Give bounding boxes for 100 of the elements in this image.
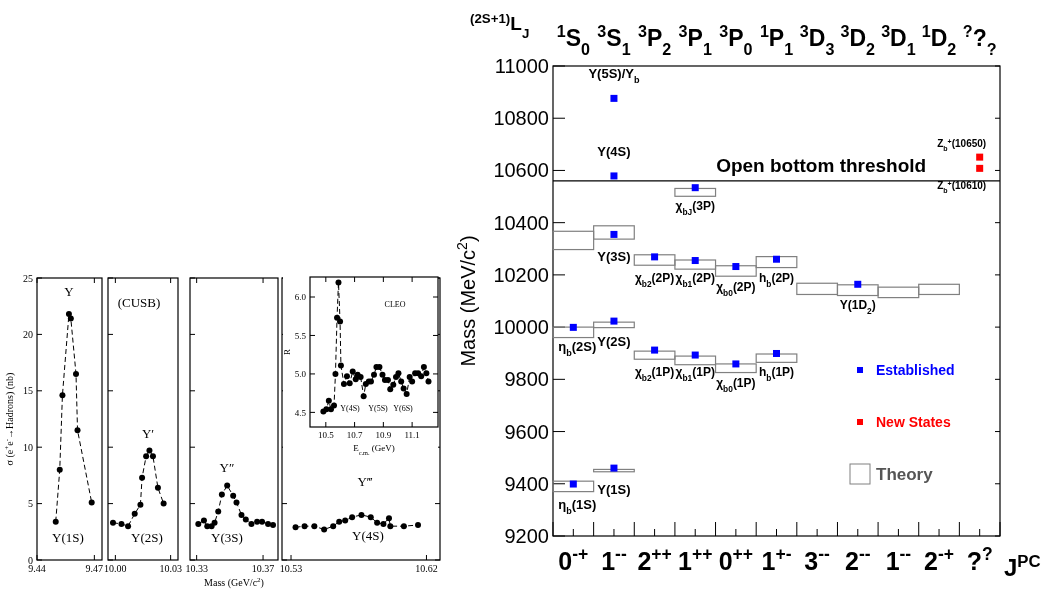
x-tick-label: 10.7 [346,430,363,440]
point [131,510,138,517]
annotation: χ$_{b2}$(2P) [634,271,675,290]
x-tick-label: 2$^{-+}$ [924,544,955,575]
point [74,427,81,434]
point [139,474,146,481]
x-tick-label: 1$^{--}$ [601,544,627,575]
point [403,390,410,397]
point [248,520,255,527]
point [400,523,407,530]
y-tick-label: 10400 [493,211,549,234]
point [423,370,430,377]
point [346,380,353,387]
y-axis-title: R [282,348,292,356]
annotation: h$_{b}$(2P) [758,271,795,290]
annotation: Υ″ [219,460,235,475]
point [340,380,347,387]
ref-line-label: Open bottom threshold [716,154,927,176]
x-tick-label: 2$^{++}$ [637,544,672,575]
annotation: χ$_{b0}$(2P) [716,279,756,298]
point [337,362,344,369]
point [400,385,407,392]
annotation: χ$_{bJ}$(3P) [675,198,715,217]
annotation: Υ(4S) [340,404,361,413]
point [59,392,66,399]
point [367,514,374,521]
point [349,368,356,375]
point [325,397,332,404]
point [331,402,338,409]
bar [674,187,717,197]
point [230,492,237,499]
annotation: χ$_{b1}$(1P) [675,365,715,384]
point [73,370,79,377]
point [254,518,261,525]
point [65,311,72,318]
x-tick-label: 9.47 [85,563,104,574]
point [242,516,249,523]
x-tick-label: 1$^{--}$ [885,544,912,575]
point [125,523,132,530]
point [56,466,63,473]
point [149,453,156,460]
annotation: Υ(1S) [597,481,631,497]
point [380,520,387,527]
x-axis-title: Mass (GeV/c$^{2}$) [204,576,264,589]
x-tick-label: 3$^{--}$ [804,544,831,575]
x-axis-title: J$^{PC}$ [1004,551,1041,581]
x-tick-label: 10.03 [159,563,182,574]
x-tick-label: 10.00 [104,563,127,574]
annotation: Υ(3S) [211,530,243,545]
annotation: η$_{b}$(1S) [558,496,597,516]
point [270,522,277,529]
x-tick-label: 10.33 [185,563,208,574]
annotation: Z$_{b}$$^{+}$(10650) [937,137,987,152]
x-tick-label: 10.37 [251,563,275,574]
point [88,499,95,506]
text: $^{1}$D$_{2}$ [921,22,957,58]
x-tick-label: 1$^{++}$ [678,544,713,575]
point [265,520,272,527]
point [349,514,356,521]
point [118,520,125,527]
text: $^{1}$P$_{1}$ [759,22,794,58]
point [415,522,422,529]
annotation: Υ(5S) [368,404,389,413]
annotation: Υ(5S)/Y$_{b}$ [588,65,640,85]
y-tick-label: 25 [23,272,33,284]
point [343,373,350,380]
point [425,378,432,385]
point [387,523,394,530]
y-tick-label: 0 [28,554,33,566]
y-tick-label: 20 [23,328,33,340]
text: $^{3}$P$_{2}$ [637,22,672,58]
y-tick-label: 10 [23,441,33,453]
annotation: h$_{b}$(1P) [758,364,795,383]
point [360,393,367,400]
point [233,499,240,506]
y-tick-label: 6.0 [294,292,307,303]
annotation: CLEO [384,300,406,309]
point [195,520,202,527]
text: $^{3}$P$_{1}$ [678,22,712,58]
x-tick-label: 10.53 [279,563,303,574]
annotation: Υ [64,284,75,299]
point [109,519,116,526]
point [204,523,211,530]
point [334,314,341,321]
point [336,518,343,525]
point [335,279,342,286]
point [311,523,318,530]
x-tick-label: ?$^{?}$ [966,544,993,575]
text: $^{?}$?$_{?}$ [962,22,997,58]
annotation: χ$_{b1}$(2P) [675,270,715,289]
point [238,511,245,518]
annotation: Υ(4S) [352,528,384,543]
x-axis-title: E$_{c.m.}$ (GeV) [353,443,395,456]
y-tick-label: 10600 [493,159,549,182]
y-tick-label: 5 [28,498,33,510]
text: $^{3}$D$_{3}$ [799,22,835,58]
point [52,518,59,525]
y-tick-label: 11000 [494,55,549,77]
annotation: Z$_{b}$$^{+}$(10610) [937,179,987,194]
point [200,517,207,524]
